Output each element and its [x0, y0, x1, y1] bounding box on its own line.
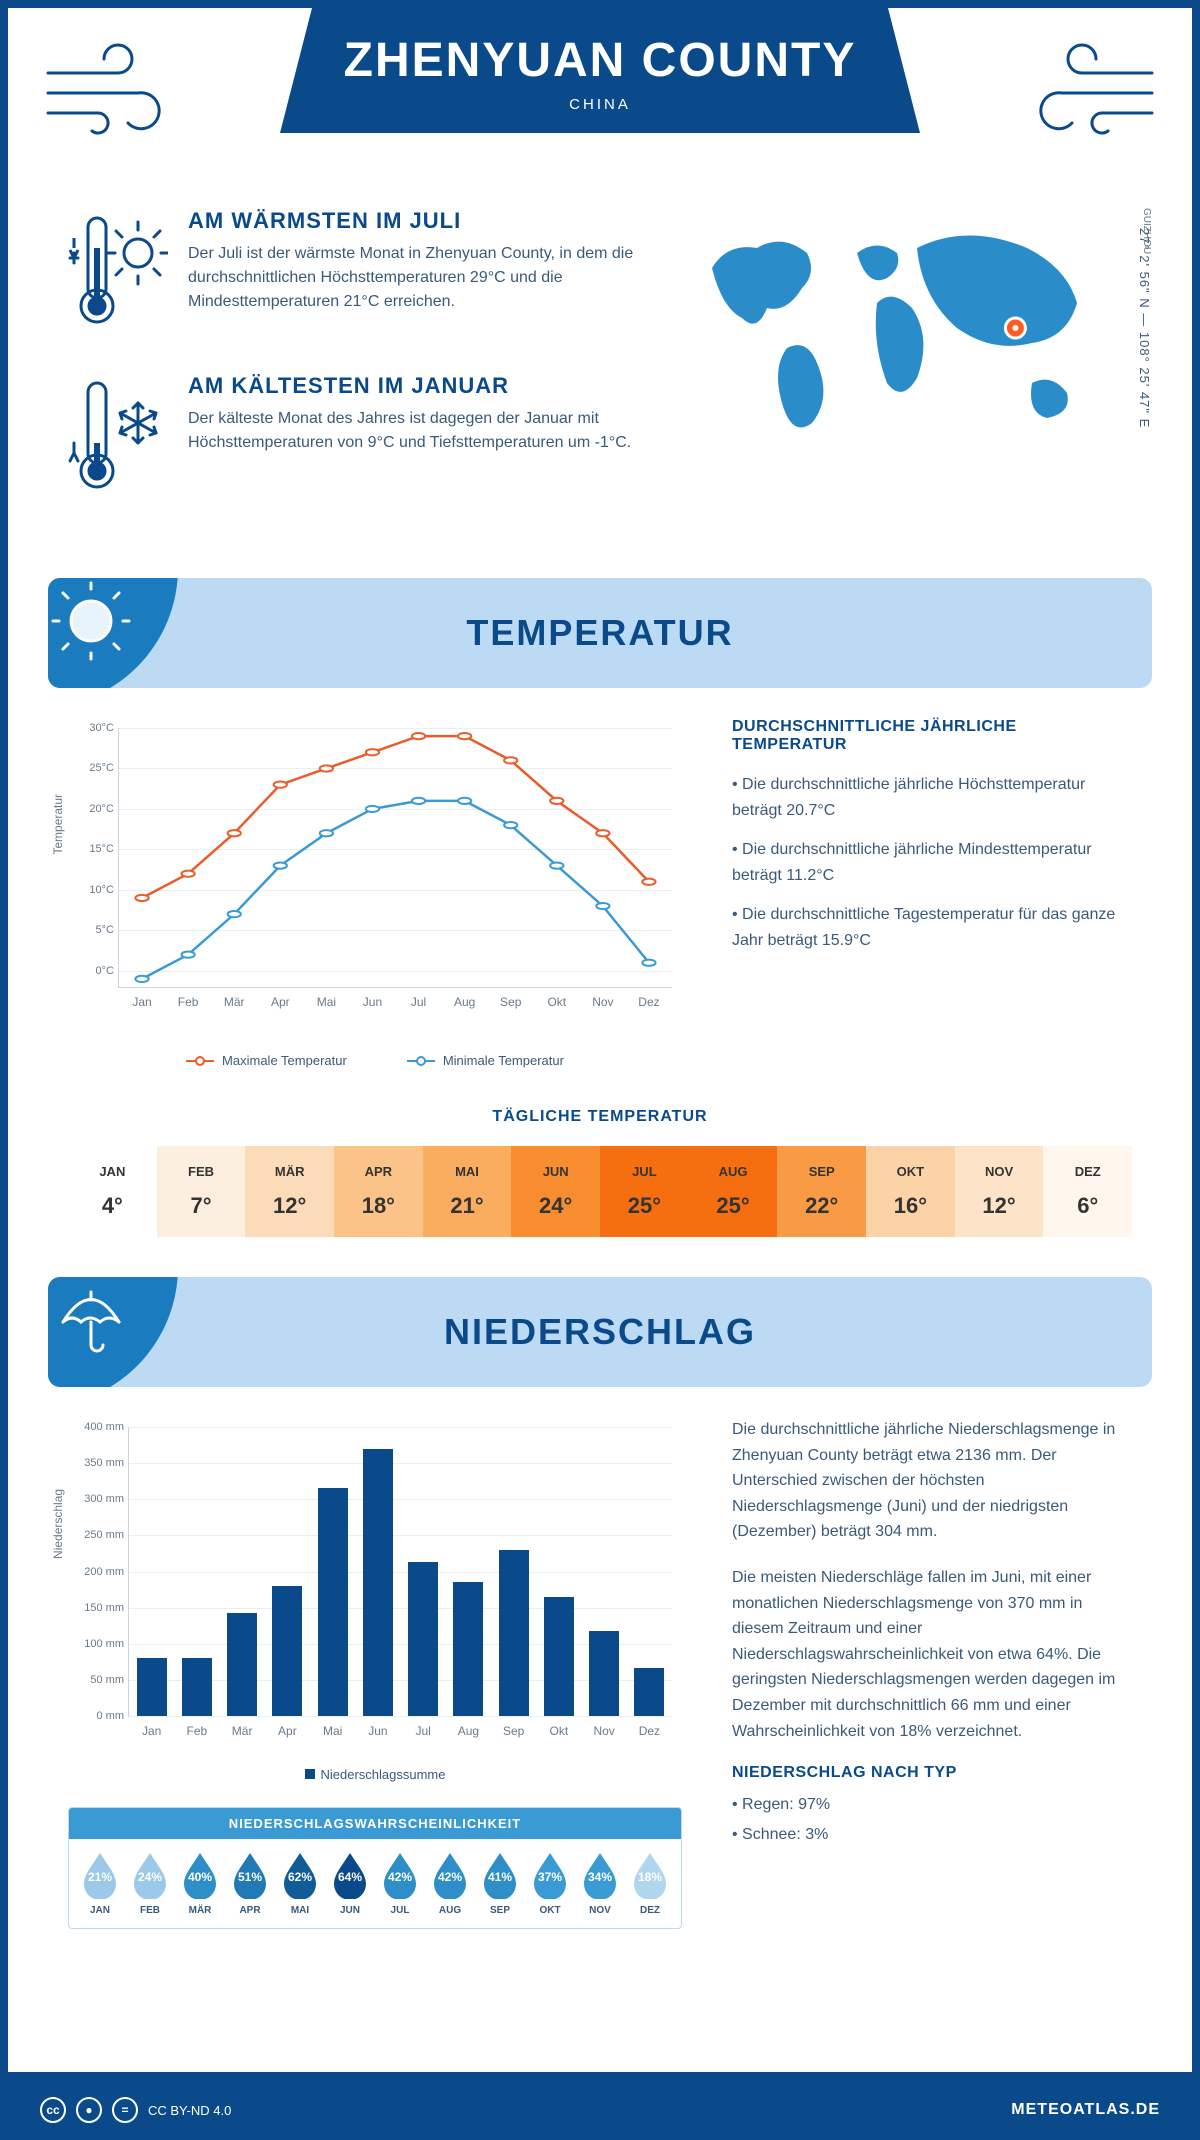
brand: METEOATLAS.DE — [1011, 2101, 1160, 2119]
intro-section: AM WÄRMSTEN IM JULI Der Juli ist der wär… — [8, 188, 1192, 578]
thermometer-snow-icon — [68, 373, 168, 508]
temp-y-label: Temperatur — [51, 794, 65, 855]
probability-cell: 42%JUL — [375, 1851, 425, 1916]
daily-temp-cell: JUL25° — [600, 1146, 689, 1237]
precip-type-bullet: • Schnee: 3% — [732, 1822, 1132, 1848]
precipitation-section-header: NIEDERSCHLAG — [48, 1277, 1152, 1387]
probability-cell: 64%JUN — [325, 1851, 375, 1916]
legend-max-label: Maximale Temperatur — [222, 1053, 347, 1068]
temp-bullet: • Die durchschnittliche Tagestemperatur … — [732, 902, 1132, 953]
page-title: ZHENYUAN COUNTY — [300, 33, 900, 88]
legend-min-label: Minimale Temperatur — [443, 1053, 564, 1068]
temperature-title: TEMPERATUR — [466, 612, 733, 654]
precip-type-bullet: • Regen: 97% — [732, 1792, 1132, 1818]
warmest-text: Der Juli ist der wärmste Monat in Zhenyu… — [188, 242, 652, 314]
coldest-fact: AM KÄLTESTEN IM JANUAR Der kälteste Mona… — [68, 373, 652, 508]
probability-cell: 40%MÄR — [175, 1851, 225, 1916]
probability-cell: 41%SEP — [475, 1851, 525, 1916]
coordinates: 27° 2' 56" N — 108° 25' 47" E — [1137, 228, 1152, 428]
daily-temp-cell: DEZ6° — [1043, 1146, 1132, 1237]
probability-box: NIEDERSCHLAGSWAHRSCHEINLICHKEIT 21%JAN24… — [68, 1807, 682, 1929]
daily-temp-cell: MÄR12° — [245, 1146, 334, 1237]
precip-bar — [634, 1668, 664, 1716]
probability-cell: 34%NOV — [575, 1851, 625, 1916]
daily-temp-cell: NOV12° — [955, 1146, 1044, 1237]
probability-cell: 21%JAN — [75, 1851, 125, 1916]
daily-temp-cell: MAI21° — [423, 1146, 512, 1237]
precip-bar — [272, 1586, 302, 1716]
probability-cell: 42%AUG — [425, 1851, 475, 1916]
warmest-title: AM WÄRMSTEN IM JULI — [188, 208, 652, 234]
precip-bar — [182, 1658, 212, 1716]
probability-title: NIEDERSCHLAGSWAHRSCHEINLICHKEIT — [69, 1808, 681, 1839]
precip-bar — [137, 1658, 167, 1716]
daily-temp-cell: JUN24° — [511, 1146, 600, 1237]
temperature-section-header: TEMPERATUR — [48, 578, 1152, 688]
coldest-text: Der kälteste Monat des Jahres ist dagege… — [188, 407, 652, 455]
footer: cc ● = CC BY-ND 4.0 METEOATLAS.DE — [0, 2080, 1200, 2140]
temp-legend: Maximale Temperatur Minimale Temperatur — [68, 1053, 682, 1068]
precip-bar — [363, 1449, 393, 1716]
precipitation-title: NIEDERSCHLAG — [444, 1311, 756, 1353]
precipitation-section: Niederschlag 0 mm50 mm100 mm150 mm200 mm… — [8, 1417, 1192, 1959]
probability-cell: 18%DEZ — [625, 1851, 675, 1916]
avg-temp-title: DURCHSCHNITTLICHE JÄHRLICHE TEMPERATUR — [732, 718, 1132, 754]
probability-cell: 62%MAI — [275, 1851, 325, 1916]
precip-by-type-title: NIEDERSCHLAG NACH TYP — [732, 1764, 1132, 1782]
world-map — [692, 208, 1112, 458]
precip-bar — [499, 1550, 529, 1716]
precip-text-1: Die durchschnittliche jährliche Niedersc… — [732, 1417, 1132, 1545]
page-subtitle: CHINA — [300, 96, 900, 113]
probability-cell: 37%OKT — [525, 1851, 575, 1916]
daily-temp-title: TÄGLICHE TEMPERATUR — [68, 1108, 1132, 1126]
temp-bullet: • Die durchschnittliche jährliche Höchst… — [732, 772, 1132, 823]
temp-bullet: • Die durchschnittliche jährliche Mindes… — [732, 837, 1132, 888]
daily-temp-cell: APR18° — [334, 1146, 423, 1237]
daily-temp-table: TÄGLICHE TEMPERATUR JAN4°FEB7°MÄR12°APR1… — [68, 1108, 1132, 1237]
header: ZHENYUAN COUNTY CHINA — [8, 8, 1192, 188]
probability-cell: 24%FEB — [125, 1851, 175, 1916]
sun-icon — [48, 578, 178, 688]
temperature-section: Temperatur 0°C5°C10°C15°C20°C25°C30°CJan… — [8, 718, 1192, 1277]
license-text: CC BY-ND 4.0 — [148, 2103, 231, 2118]
precip-bar — [589, 1631, 619, 1716]
by-icon: ● — [76, 2097, 102, 2123]
precip-bar — [544, 1597, 574, 1716]
daily-temp-cell: JAN4° — [68, 1146, 157, 1237]
precipitation-bar-chart: Niederschlag 0 mm50 mm100 mm150 mm200 mm… — [68, 1417, 682, 1757]
precip-y-label: Niederschlag — [51, 1489, 65, 1559]
daily-temp-cell: SEP22° — [777, 1146, 866, 1237]
wind-icon-right — [1002, 38, 1162, 148]
daily-temp-cell: OKT16° — [866, 1146, 955, 1237]
cc-icon: cc — [40, 2097, 66, 2123]
wind-icon-left — [38, 38, 198, 148]
umbrella-icon — [48, 1277, 178, 1387]
daily-temp-cell: AUG25° — [689, 1146, 778, 1237]
infographic-frame: ZHENYUAN COUNTY CHINA — [0, 0, 1200, 2080]
title-banner: ZHENYUAN COUNTY CHINA — [280, 8, 920, 133]
precip-bar — [227, 1613, 257, 1716]
nd-icon: = — [112, 2097, 138, 2123]
thermometer-sun-icon — [68, 208, 168, 343]
precip-text-2: Die meisten Niederschläge fallen im Juni… — [732, 1565, 1132, 1744]
precip-bar — [408, 1562, 438, 1716]
daily-temp-cell: FEB7° — [157, 1146, 246, 1237]
coldest-title: AM KÄLTESTEN IM JANUAR — [188, 373, 652, 399]
precip-bar — [318, 1488, 348, 1716]
probability-cell: 51%APR — [225, 1851, 275, 1916]
warmest-fact: AM WÄRMSTEN IM JULI Der Juli ist der wär… — [68, 208, 652, 343]
precip-legend: Niederschlagssumme — [68, 1767, 682, 1782]
temperature-line-chart: Temperatur 0°C5°C10°C15°C20°C25°C30°CJan… — [68, 718, 682, 1038]
precip-bar — [453, 1582, 483, 1716]
